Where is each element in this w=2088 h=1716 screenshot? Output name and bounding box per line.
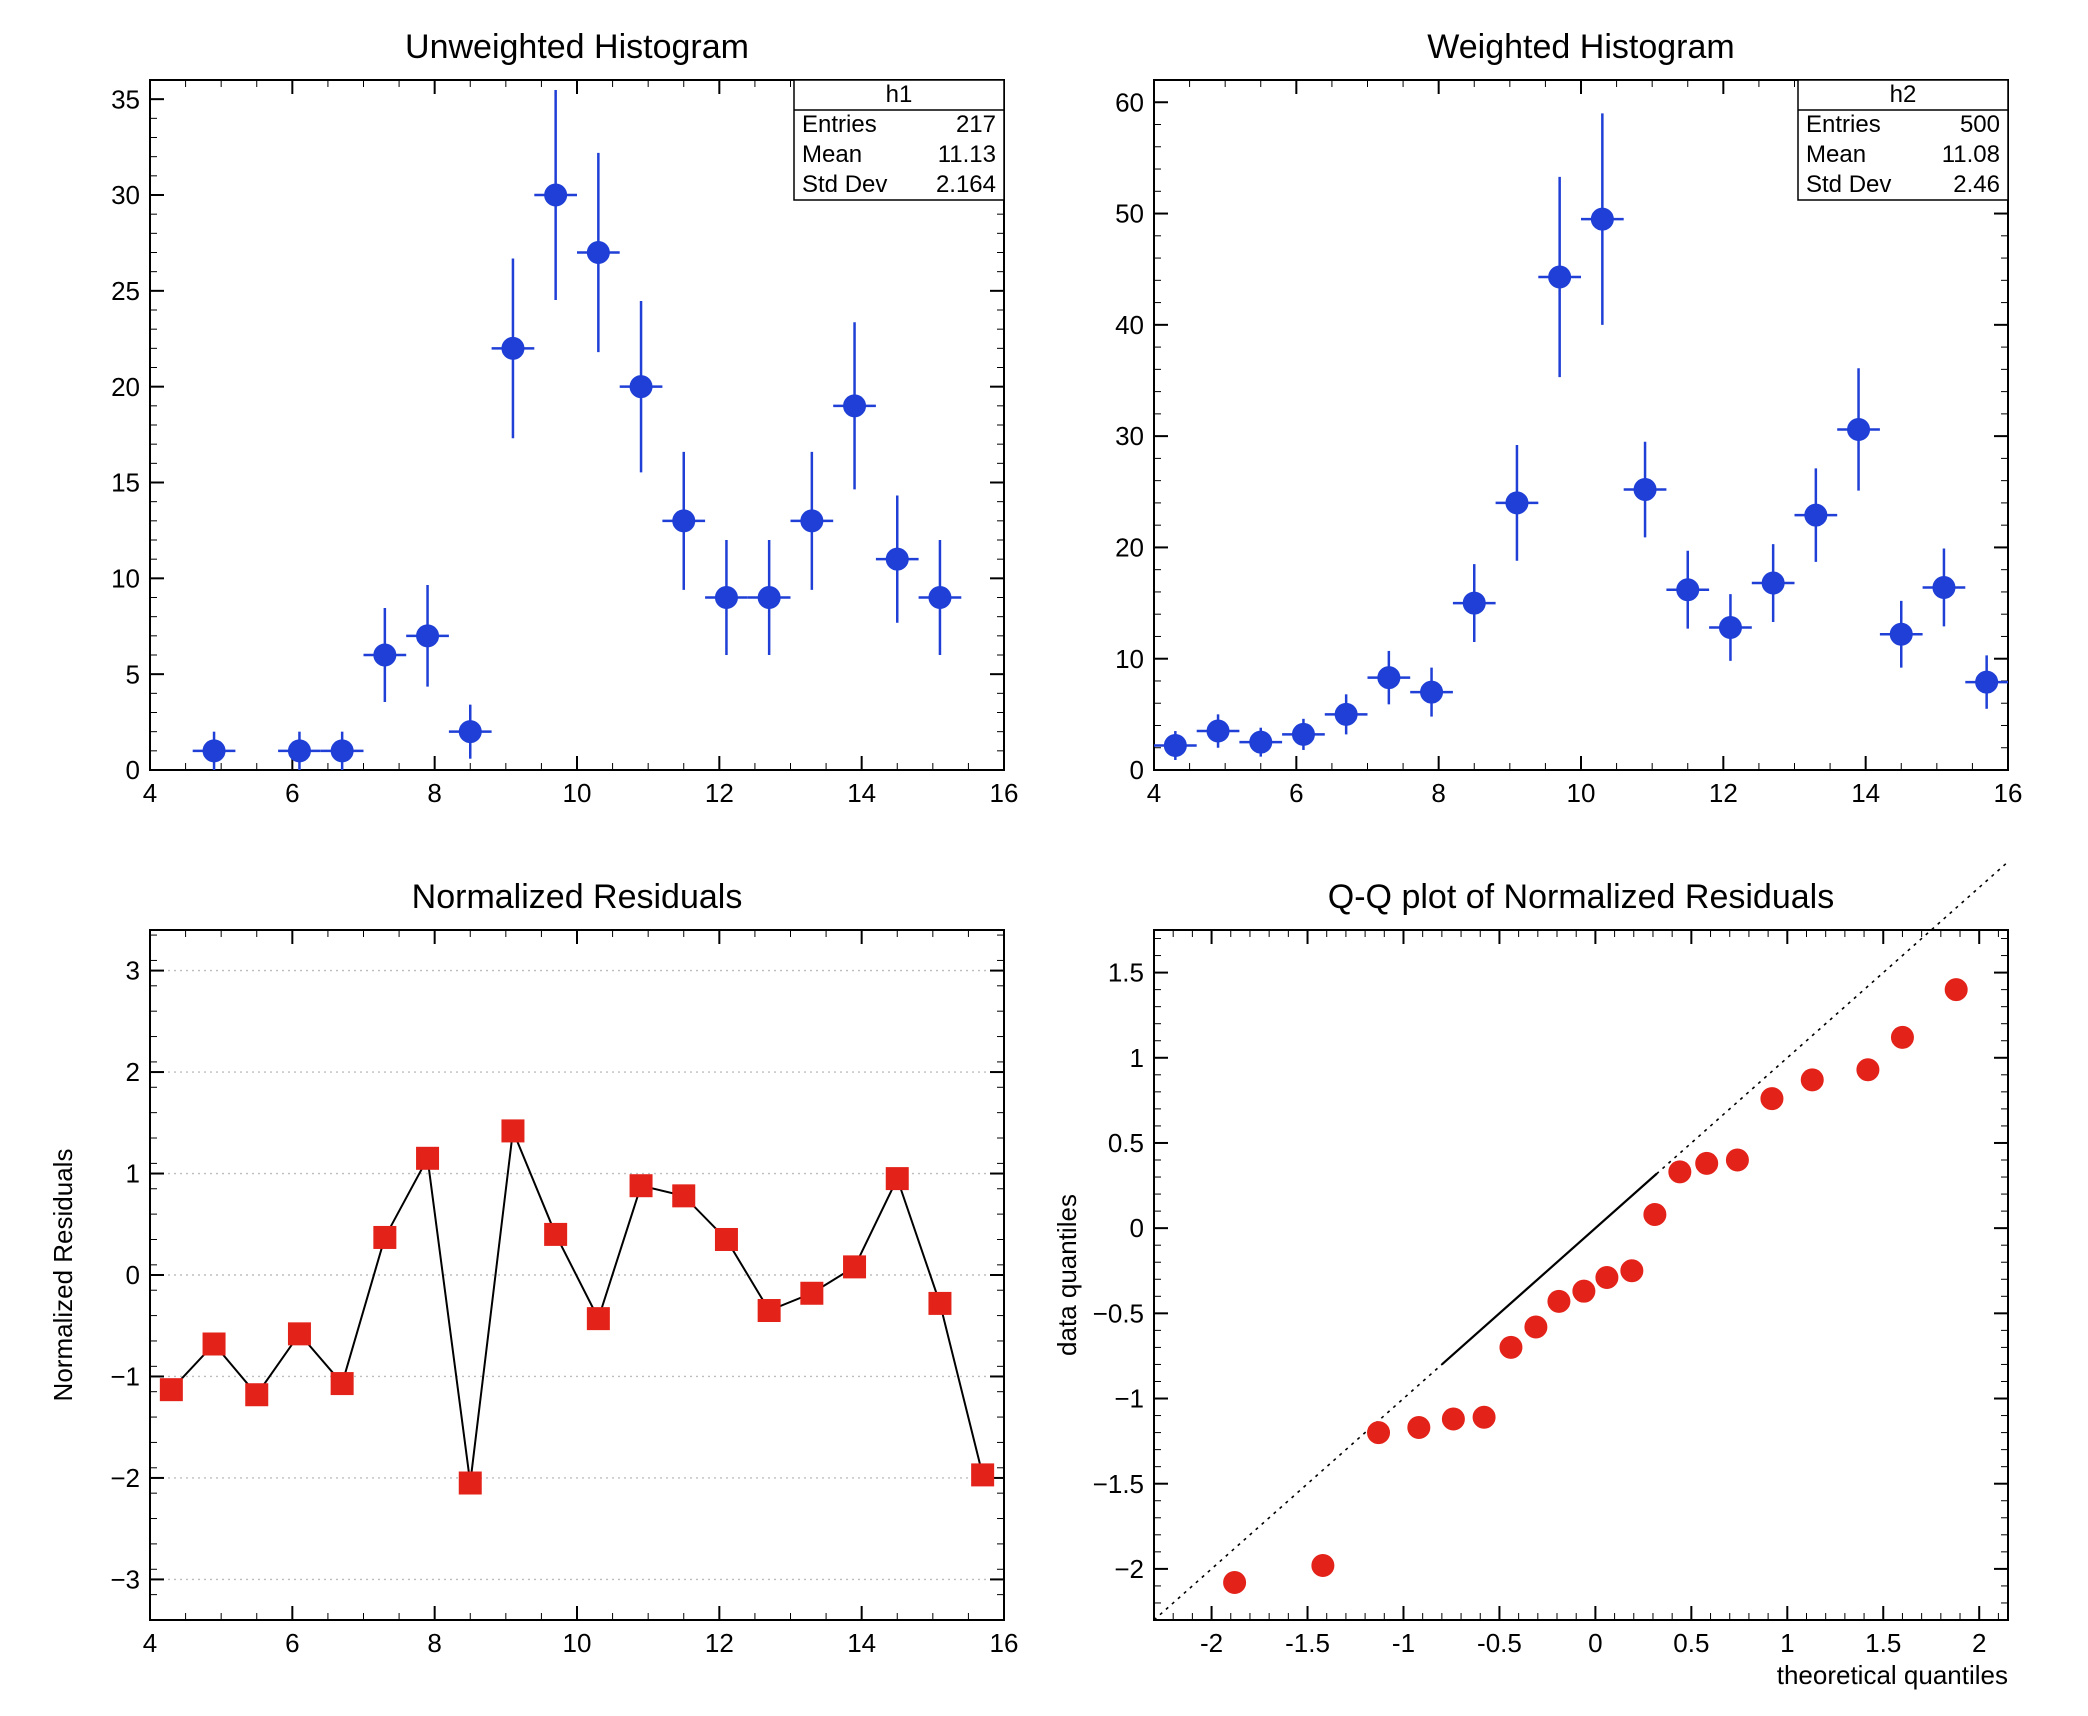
svg-text:−2: −2 bbox=[110, 1463, 140, 1493]
svg-text:30: 30 bbox=[1115, 421, 1144, 451]
svg-text:12: 12 bbox=[705, 778, 734, 808]
svg-text:4: 4 bbox=[1147, 778, 1161, 808]
svg-text:−1.5: −1.5 bbox=[1093, 1469, 1144, 1499]
svg-text:Normalized Residuals: Normalized Residuals bbox=[412, 878, 743, 916]
svg-text:11.13: 11.13 bbox=[938, 141, 996, 168]
svg-text:11.08: 11.08 bbox=[1942, 141, 2000, 168]
svg-text:3: 3 bbox=[126, 956, 140, 986]
svg-text:1: 1 bbox=[1780, 1628, 1794, 1658]
svg-text:8: 8 bbox=[427, 1628, 441, 1658]
svg-text:1.5: 1.5 bbox=[1108, 958, 1144, 988]
svg-text:8: 8 bbox=[427, 778, 441, 808]
svg-text:4: 4 bbox=[143, 1628, 157, 1658]
svg-text:20: 20 bbox=[111, 372, 140, 402]
svg-text:data quantiles: data quantiles bbox=[1052, 1194, 1082, 1356]
svg-text:25: 25 bbox=[111, 276, 140, 306]
svg-text:−1: −1 bbox=[1114, 1384, 1144, 1414]
svg-text:35: 35 bbox=[111, 84, 140, 114]
svg-text:0.5: 0.5 bbox=[1108, 1128, 1144, 1158]
svg-text:1.5: 1.5 bbox=[1865, 1628, 1901, 1658]
svg-text:6: 6 bbox=[285, 778, 299, 808]
svg-text:-1.5: -1.5 bbox=[1285, 1628, 1330, 1658]
svg-text:10: 10 bbox=[1115, 644, 1144, 674]
svg-text:12: 12 bbox=[705, 1628, 734, 1658]
svg-text:16: 16 bbox=[990, 1628, 1019, 1658]
svg-text:6: 6 bbox=[1289, 778, 1303, 808]
svg-text:30: 30 bbox=[111, 180, 140, 210]
svg-text:6: 6 bbox=[285, 1628, 299, 1658]
svg-text:1: 1 bbox=[1130, 1043, 1144, 1073]
svg-text:10: 10 bbox=[563, 1628, 592, 1658]
svg-text:14: 14 bbox=[847, 1628, 876, 1658]
svg-text:15: 15 bbox=[111, 468, 140, 498]
svg-text:-0.5: -0.5 bbox=[1477, 1628, 1522, 1658]
svg-text:40: 40 bbox=[1115, 310, 1144, 340]
svg-text:Mean: Mean bbox=[1806, 141, 1866, 168]
panel-unweighted-histogram: 4 6 8 10 12 14 16 0 5 10 15 20 25 30 35 Unweighted Hist… bbox=[40, 10, 1044, 850]
svg-text:theoretical quantiles: theoretical quantiles bbox=[1777, 1660, 2008, 1690]
svg-text:1: 1 bbox=[126, 1159, 140, 1189]
svg-text:-2: -2 bbox=[1200, 1628, 1223, 1658]
svg-text:217: 217 bbox=[956, 111, 996, 138]
svg-text:10: 10 bbox=[1567, 778, 1596, 808]
svg-text:8: 8 bbox=[1431, 778, 1445, 808]
svg-text:h1: h1 bbox=[886, 81, 913, 108]
svg-text:−0.5: −0.5 bbox=[1093, 1298, 1144, 1328]
svg-text:Entries: Entries bbox=[802, 111, 877, 138]
svg-text:10: 10 bbox=[111, 563, 140, 593]
svg-text:0: 0 bbox=[126, 755, 140, 785]
svg-text:Weighted Histogram: Weighted Histogram bbox=[1427, 28, 1734, 66]
svg-text:14: 14 bbox=[1851, 778, 1880, 808]
panel-qq-plot: -2 -1.5 -1 -0.5 0 0.5 1 1.5 2 −2 −1.5 −1 −0.5 0 0.5 1 1.… bbox=[1044, 860, 2048, 1700]
svg-text:60: 60 bbox=[1115, 87, 1144, 117]
svg-text:Q-Q plot of Normalized Residua: Q-Q plot of Normalized Residuals bbox=[1328, 878, 1834, 916]
svg-text:Std Dev: Std Dev bbox=[802, 171, 887, 198]
svg-text:20: 20 bbox=[1115, 533, 1144, 563]
svg-text:12: 12 bbox=[1709, 778, 1738, 808]
svg-text:2.46: 2.46 bbox=[1953, 171, 2000, 198]
svg-text:−3: −3 bbox=[110, 1565, 140, 1595]
svg-text:500: 500 bbox=[1960, 111, 2000, 138]
svg-text:Unweighted Histogram: Unweighted Histogram bbox=[405, 28, 749, 66]
svg-text:Entries: Entries bbox=[1806, 111, 1881, 138]
svg-text:0: 0 bbox=[1588, 1628, 1602, 1658]
panel-weighted-histogram: 4 6 8 10 12 14 16 0 10 20 30 40 50 60 Weighted Histogr… bbox=[1044, 10, 2048, 850]
svg-text:2: 2 bbox=[126, 1057, 140, 1087]
figure-canvas: 4681012141605101520253035Unweighted Hist… bbox=[0, 0, 2088, 1716]
svg-text:16: 16 bbox=[990, 778, 1019, 808]
svg-text:Mean: Mean bbox=[802, 141, 862, 168]
svg-text:-1: -1 bbox=[1392, 1628, 1415, 1658]
svg-text:−2: −2 bbox=[1114, 1554, 1144, 1584]
svg-text:0.5: 0.5 bbox=[1673, 1628, 1709, 1658]
svg-text:Normalized Residuals: Normalized Residuals bbox=[48, 1149, 78, 1402]
svg-text:2: 2 bbox=[1972, 1628, 1986, 1658]
svg-text:0: 0 bbox=[1130, 755, 1144, 785]
svg-text:0: 0 bbox=[1130, 1213, 1144, 1243]
svg-text:4: 4 bbox=[143, 778, 157, 808]
svg-text:14: 14 bbox=[847, 778, 876, 808]
svg-text:10: 10 bbox=[563, 778, 592, 808]
svg-text:−1: −1 bbox=[110, 1362, 140, 1392]
svg-text:0: 0 bbox=[126, 1260, 140, 1290]
svg-text:50: 50 bbox=[1115, 199, 1144, 229]
svg-text:5: 5 bbox=[126, 659, 140, 689]
panel-normalized-residuals: 46810121416−3−2−10123Normalized Residual… bbox=[40, 860, 1044, 1700]
svg-text:h2: h2 bbox=[1890, 81, 1917, 108]
svg-text:Std Dev: Std Dev bbox=[1806, 171, 1891, 198]
svg-text:2.164: 2.164 bbox=[936, 171, 996, 198]
svg-text:16: 16 bbox=[1994, 778, 2023, 808]
